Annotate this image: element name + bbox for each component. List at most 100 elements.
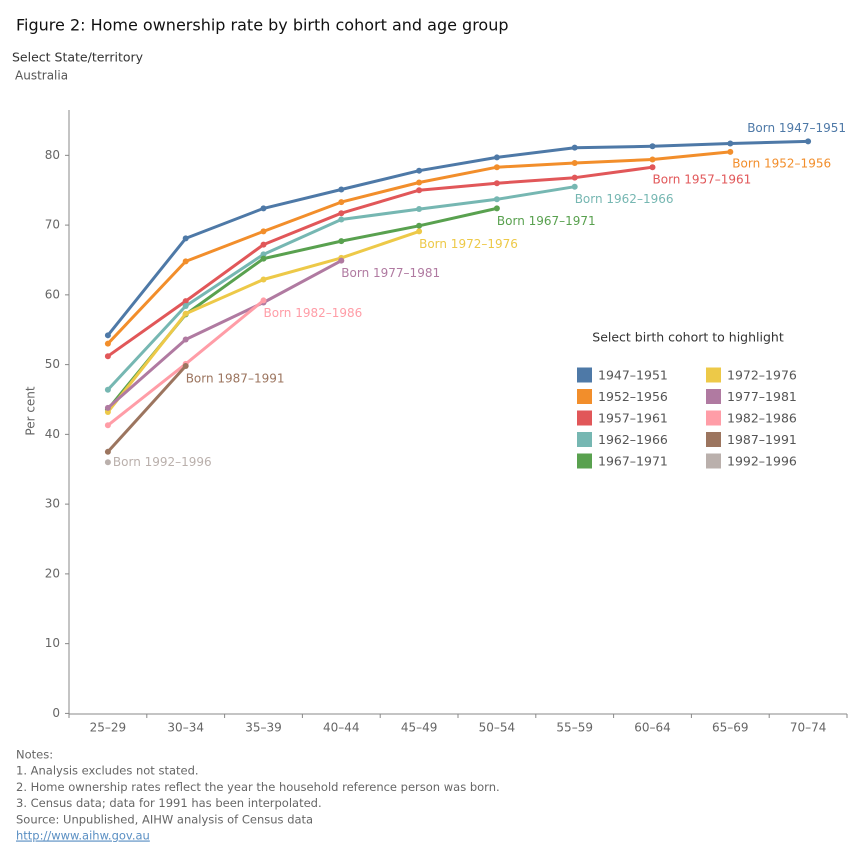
data-point	[104, 332, 111, 339]
data-point	[649, 156, 656, 163]
x-tick-label: 60–64	[634, 721, 671, 735]
data-point	[104, 386, 111, 393]
legend-title: Select birth cohort to highlight	[592, 330, 784, 345]
note: Source: Unpublished, AIHW analysis of Ce…	[16, 812, 313, 826]
legend-label: 1977–1981	[727, 389, 797, 404]
data-point	[338, 238, 345, 245]
y-tick-label: 20	[45, 566, 60, 580]
series-line	[106, 139, 809, 337]
x-tick-label: 50–54	[479, 721, 516, 735]
data-point	[416, 206, 423, 213]
data-point	[571, 183, 578, 190]
filter-label: Select State/territory	[12, 50, 144, 65]
end-label: Born 1947–1951	[747, 121, 846, 135]
end-label: Born 1977–1981	[341, 266, 440, 280]
legend-swatch	[577, 432, 592, 447]
y-tick-label: 70	[45, 218, 60, 232]
end-label: Born 1957–1961	[653, 173, 752, 187]
data-point	[182, 303, 189, 310]
filter-value: Australia	[15, 69, 68, 83]
data-point	[338, 210, 345, 217]
y-tick-label: 0	[52, 706, 60, 720]
data-point	[104, 404, 111, 411]
note: Notes:	[16, 748, 53, 762]
x-tick-label: 40–44	[323, 721, 360, 735]
legend-label: 1992–1996	[727, 454, 797, 469]
legend-label: 1967–1971	[598, 454, 668, 469]
series-line	[107, 165, 653, 358]
data-point	[182, 363, 189, 370]
data-point	[182, 258, 189, 265]
chart-title: Figure 2: Home ownership rate by birth c…	[16, 16, 509, 35]
data-point	[104, 340, 111, 347]
legend-swatch	[577, 389, 592, 404]
data-point	[260, 205, 267, 212]
data-point	[182, 310, 189, 317]
legend-swatch	[706, 389, 721, 404]
data-point	[493, 164, 500, 171]
legend-swatch	[706, 367, 721, 383]
x-tick-label: 25–29	[90, 721, 127, 735]
x-tick-label: 45–49	[401, 721, 438, 735]
end-label: Born 1962–1966	[575, 192, 674, 206]
legend-swatch	[706, 432, 721, 447]
data-point	[493, 196, 500, 203]
note: 3. Census data; data for 1991 has been i…	[16, 796, 322, 810]
data-point	[416, 179, 423, 186]
data-point	[260, 276, 267, 283]
y-tick-label: 30	[45, 497, 60, 511]
data-point	[260, 251, 267, 258]
legend-label: 1982–1986	[727, 411, 797, 426]
data-point	[571, 160, 578, 167]
x-tick-label: 35–39	[245, 721, 282, 735]
data-point	[493, 205, 500, 212]
legend-swatch	[706, 410, 721, 426]
data-point	[416, 167, 423, 174]
data-point	[104, 422, 111, 429]
end-label: Born 1992–1996	[113, 455, 212, 469]
x-tick-label: 55–59	[556, 721, 593, 735]
data-point	[727, 140, 734, 147]
x-tick-label: 30–34	[167, 721, 204, 735]
data-point	[182, 298, 189, 305]
data-point	[493, 180, 500, 187]
end-label: Born 1987–1991	[186, 372, 285, 386]
x-tick-label: 65–69	[712, 721, 749, 735]
end-label: Born 1952–1956	[732, 156, 831, 170]
y-axis-label: Per cent	[24, 386, 38, 436]
y-tick-label: 10	[45, 636, 60, 650]
legend-label: 1952–1956	[598, 389, 668, 404]
legend-label: 1962–1966	[598, 432, 668, 447]
y-tick-label: 50	[45, 357, 60, 371]
note: 1. Analysis excludes not stated.	[16, 764, 199, 778]
y-tick-label: 40	[45, 427, 60, 441]
source-link: http://www.aihw.gov.au	[16, 829, 150, 843]
x-tick-label: 70–74	[790, 721, 827, 735]
data-point	[260, 255, 267, 262]
data-point	[260, 228, 267, 235]
data-point	[649, 164, 656, 171]
data-point	[727, 148, 734, 155]
data-point	[416, 222, 423, 229]
data-point	[104, 448, 111, 455]
data-point	[338, 257, 345, 264]
data-point	[338, 216, 345, 223]
data-point	[571, 144, 578, 151]
data-point	[104, 409, 111, 416]
end-label: Born 1972–1976	[419, 237, 518, 251]
series-line	[106, 259, 343, 410]
data-point	[649, 143, 656, 150]
data-point	[571, 174, 578, 181]
legend-label: 1947–1951	[598, 368, 668, 383]
legend-label: 1957–1961	[598, 411, 668, 426]
legend-swatch	[577, 453, 592, 469]
legend-swatch	[706, 453, 721, 469]
data-point	[416, 187, 423, 194]
legend-swatch	[577, 367, 592, 383]
series-line	[106, 364, 187, 453]
end-label: Born 1982–1986	[264, 306, 363, 320]
y-tick-label: 60	[45, 287, 60, 301]
data-point	[338, 199, 345, 206]
data-point	[182, 336, 189, 343]
